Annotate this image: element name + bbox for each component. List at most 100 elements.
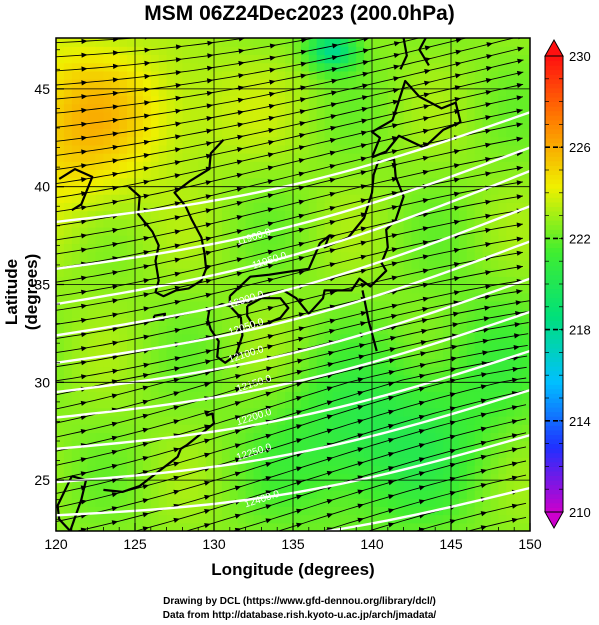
field-cell: [214, 194, 223, 203]
flow-arrow: [518, 0, 525, 3]
field-cell: [237, 87, 247, 97]
field-cell: [245, 62, 255, 72]
field-cell: [245, 136, 255, 146]
field-cell: [198, 432, 207, 442]
field-cell: [482, 284, 492, 294]
field-cell: [63, 185, 73, 195]
field-cell: [324, 144, 334, 154]
field-cell: [427, 317, 436, 327]
field-cell: [411, 522, 420, 531]
field-cell: [490, 473, 499, 483]
field-cell: [182, 169, 191, 179]
field-cell: [166, 87, 176, 97]
field-cell: [119, 87, 128, 97]
field-cell: [111, 79, 120, 88]
field-cell: [466, 120, 476, 129]
colorbar-segment: [545, 366, 563, 372]
field-cell: [95, 374, 104, 384]
field-cell: [206, 481, 215, 491]
field-cell: [150, 481, 160, 491]
flow-arrow: [296, 438, 303, 444]
field-cell: [387, 391, 397, 401]
field-cell: [127, 300, 136, 310]
field-cell: [182, 473, 191, 483]
field-cell: [79, 144, 89, 154]
field-cell: [356, 366, 365, 376]
field-cell: [474, 194, 484, 203]
field-cell: [79, 243, 89, 253]
field-cell: [308, 79, 318, 88]
field-cell: [324, 457, 334, 466]
flow-arrow: [482, 338, 489, 344]
flow-arrow: [236, 352, 243, 358]
field-cell: [443, 128, 452, 138]
field-cell: [458, 432, 468, 442]
field-cell: [522, 407, 530, 417]
flow-arrow: [301, 14, 307, 19]
colorbar-segment: [545, 425, 563, 431]
field-cell: [127, 136, 136, 146]
field-cell: [443, 284, 452, 294]
colorbar-segment: [545, 452, 563, 458]
field-cell: [451, 325, 460, 335]
streamline: [56, 166, 523, 269]
field-cell: [253, 136, 262, 146]
field-cell: [277, 79, 286, 88]
field-cell: [293, 350, 302, 360]
field-cell: [340, 251, 349, 261]
field-cell: [95, 46, 104, 56]
flow-arrow: [175, 44, 183, 50]
field-cell: [340, 522, 349, 531]
field-cell: [190, 300, 199, 310]
field-cell: [221, 38, 231, 47]
field-cell: [158, 251, 168, 261]
field-cell: [403, 259, 413, 269]
field-cell: [277, 522, 286, 531]
colorbar-tick-label: 210: [569, 505, 591, 520]
field-cell: [95, 177, 104, 187]
flow-arrow: [485, 242, 492, 248]
field-cell: [316, 366, 326, 376]
field-cell: [364, 333, 373, 343]
field-cell: [340, 38, 349, 47]
field-cell: [387, 342, 397, 351]
field-cell: [87, 514, 97, 524]
field-cell: [150, 87, 160, 97]
field-cell: [221, 153, 231, 162]
field-cell: [458, 284, 468, 294]
field-cell: [198, 407, 207, 417]
field-cell: [403, 153, 413, 162]
field-cell: [466, 342, 476, 351]
field-cell: [166, 194, 176, 203]
flow-arrow: [175, 83, 182, 89]
field-cell: [435, 111, 444, 121]
field-cell: [71, 432, 81, 442]
field-cell: [490, 136, 499, 146]
field-cell: [103, 144, 112, 154]
field-cell: [387, 481, 397, 491]
field-cell: [261, 268, 270, 277]
field-cell: [293, 374, 302, 384]
streamline: [56, 47, 524, 142]
field-cell: [411, 284, 420, 294]
flow-arrow: [326, 499, 334, 504]
flow-arrow: [267, 193, 275, 199]
field-cell: [490, 391, 499, 401]
field-cell: [56, 317, 65, 327]
field-cell: [190, 432, 199, 442]
field-cell: [63, 128, 73, 138]
field-cell: [87, 498, 97, 507]
field-cell: [293, 383, 302, 392]
field-cell: [395, 522, 405, 531]
flow-arrow: [239, 0, 245, 5]
field-cell: [387, 120, 397, 129]
colorbar-segment: [545, 480, 563, 486]
field-cell: [356, 161, 365, 171]
field-cell: [174, 251, 183, 261]
field-cell: [103, 259, 112, 269]
field-cell: [119, 383, 128, 392]
field-cell: [174, 70, 183, 80]
field-cell: [300, 79, 310, 88]
field-cell: [166, 366, 176, 376]
field-cell: [435, 358, 444, 368]
